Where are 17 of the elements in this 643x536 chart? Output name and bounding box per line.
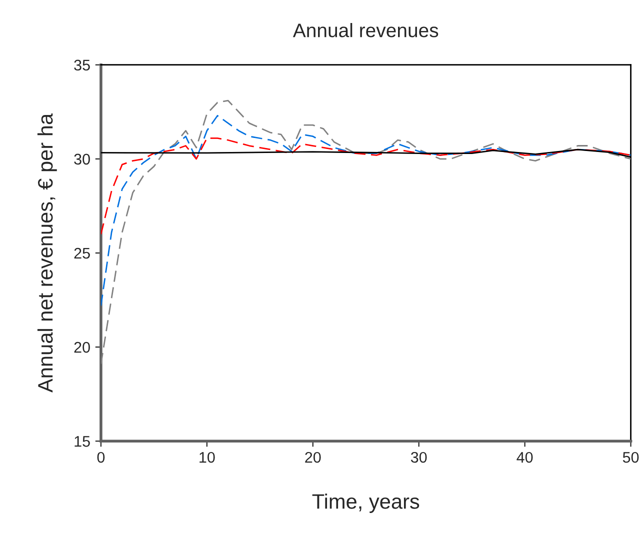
chart-title: Annual revenues bbox=[292, 22, 438, 38]
line-series bbox=[100, 114, 631, 306]
x-tick-label: 0 bbox=[97, 452, 105, 463]
y-axis-title: Annual net revenues, € per ha bbox=[37, 113, 57, 393]
line-series bbox=[100, 138, 631, 235]
x-tick-label: 20 bbox=[305, 452, 321, 463]
y-tick-label: 30 bbox=[74, 154, 90, 165]
x-axis-title: Time, years bbox=[312, 494, 420, 513]
y-tick-label: 15 bbox=[74, 436, 90, 447]
y-tick-label: 20 bbox=[74, 342, 90, 353]
y-tick-label: 25 bbox=[74, 248, 90, 259]
x-tick-label: 40 bbox=[516, 452, 533, 463]
x-tick-label: 30 bbox=[410, 452, 427, 463]
y-tick-label: 35 bbox=[74, 60, 90, 71]
x-tick-label: 50 bbox=[622, 452, 639, 463]
x-tick-label: 10 bbox=[200, 452, 215, 463]
line-series bbox=[100, 100, 631, 365]
